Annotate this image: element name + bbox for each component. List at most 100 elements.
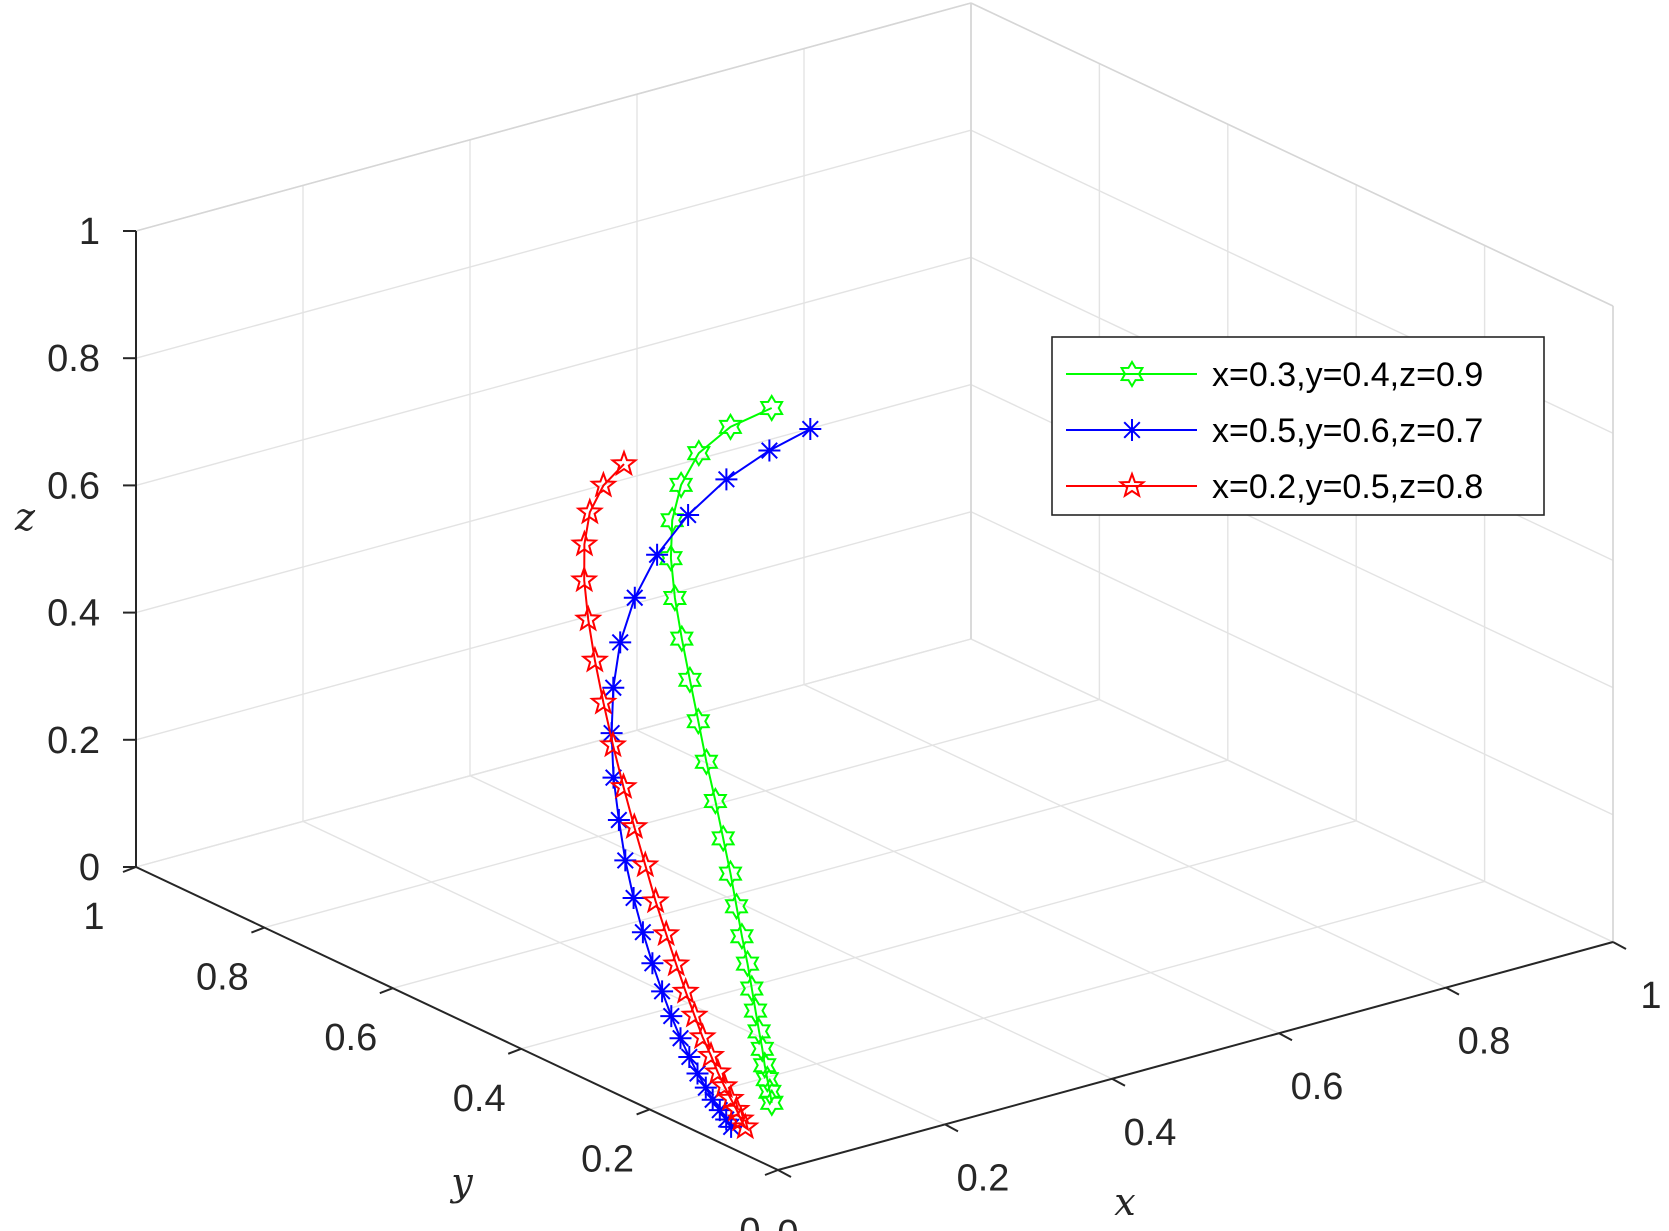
z-tick-label: 0.2	[47, 720, 100, 762]
z-axis-label: z	[14, 495, 36, 539]
series-line	[583, 463, 747, 1128]
legend-swatch-marker	[1119, 360, 1145, 388]
legend[interactable]: x=0.3,y=0.4,z=0.9 x=0.5,y=0.6,z=0.7 x=0.2,…	[1051, 336, 1545, 516]
data-point	[631, 850, 660, 878]
data-point	[735, 949, 760, 978]
data-point	[715, 468, 738, 491]
legend-item[interactable]: x=0.5,y=0.6,z=0.7	[1066, 412, 1483, 450]
data-point	[614, 849, 637, 872]
z-tick-label: 0.4	[47, 593, 100, 635]
data-point	[641, 886, 670, 914]
data-point	[570, 529, 599, 557]
grid-line	[469, 775, 1113, 1080]
grid-line	[135, 383, 972, 614]
grid-line	[135, 129, 972, 359]
grid-line	[135, 256, 972, 487]
data-point	[701, 1088, 724, 1111]
data-point	[662, 584, 688, 612]
x-tick-label: 0.2	[957, 1157, 1010, 1199]
data-point	[711, 824, 736, 853]
x-tick-label: 0.6	[1291, 1066, 1344, 1108]
grid-layer	[135, 2, 1614, 1171]
x-tick-mark	[777, 1169, 792, 1178]
data-point	[600, 722, 623, 745]
z-tick-label: 0.8	[47, 338, 100, 380]
data-point	[750, 1034, 775, 1063]
legend-swatch-marker	[1117, 471, 1147, 499]
grid-line	[302, 820, 946, 1126]
z-tick-label: 0.6	[47, 465, 100, 507]
data-point	[694, 1076, 717, 1099]
data-point	[718, 859, 743, 888]
y-tick-label: 0.8	[196, 957, 249, 999]
y-tick-label: 0	[739, 1211, 760, 1231]
data-point	[669, 624, 694, 653]
x-tick-label: 0	[777, 1213, 798, 1231]
data-point	[668, 470, 694, 499]
data-point	[696, 1040, 726, 1068]
grid-line	[521, 820, 1357, 1050]
series-layer	[570, 394, 822, 1140]
data-point	[677, 504, 700, 526]
grid-line	[264, 698, 1100, 929]
data-point	[686, 439, 711, 468]
data-point	[609, 449, 639, 477]
tick-labels: 0000.20.20.20.40.40.40.60.60.60.80.80.81…	[47, 211, 1661, 1231]
data-point	[718, 412, 743, 441]
data-point	[662, 949, 691, 977]
data-point	[609, 772, 638, 800]
grid-line	[803, 683, 1447, 989]
y-axis-line	[135, 866, 779, 1171]
data-point	[686, 1062, 709, 1085]
data-point	[799, 418, 822, 440]
data-point	[669, 1027, 692, 1050]
legend-label: x=0.3,y=0.4,z=0.9	[1212, 356, 1483, 394]
grid-line	[649, 880, 1485, 1111]
data-point	[622, 887, 645, 909]
data-point	[759, 1088, 784, 1117]
y-tick-label: 0.2	[581, 1138, 634, 1180]
data-point	[703, 787, 728, 815]
data-point	[651, 980, 674, 1003]
data-point	[570, 565, 599, 593]
data-point	[607, 809, 630, 831]
data-point	[589, 687, 618, 715]
data-point	[631, 921, 654, 944]
data-point	[710, 1071, 739, 1099]
data-point	[686, 707, 711, 736]
y-tick-mark	[764, 1169, 779, 1176]
grid-line	[636, 729, 1280, 1034]
data-point	[743, 996, 768, 1025]
data-point	[602, 676, 625, 699]
data-point	[708, 1099, 731, 1122]
data-point	[580, 645, 610, 673]
legend-item[interactable]: x=0.3,y=0.4,z=0.9	[1066, 356, 1483, 394]
x-tick-label: 0.8	[1458, 1021, 1511, 1063]
legend-item[interactable]: x=0.2,y=0.5,z=0.8	[1066, 468, 1483, 506]
data-point	[646, 543, 669, 566]
x-axis-line	[777, 941, 1614, 1171]
data-point	[731, 1112, 760, 1140]
data-point	[575, 497, 604, 525]
legend-swatch-marker	[1121, 419, 1143, 441]
data-point	[602, 766, 625, 789]
y-tick-mark	[636, 1108, 650, 1116]
legend-label: x=0.2,y=0.5,z=0.8	[1212, 468, 1483, 506]
data-point	[758, 439, 781, 462]
data-point	[759, 394, 784, 422]
data-point	[757, 1077, 782, 1106]
data-point	[652, 919, 681, 947]
series-3	[570, 449, 760, 1140]
y-tick-label: 0.6	[324, 1017, 377, 1059]
data-point	[739, 974, 764, 1003]
x-tick-mark	[1278, 1032, 1293, 1042]
z-tick-label: 1	[79, 211, 100, 253]
data-point	[660, 1005, 683, 1028]
x-tick-mark	[1612, 941, 1627, 950]
data-point	[574, 604, 603, 632]
data-point	[623, 586, 646, 609]
axes-layer	[122, 230, 1627, 1178]
x-tick-mark	[1111, 1077, 1126, 1087]
data-point	[688, 1022, 717, 1050]
